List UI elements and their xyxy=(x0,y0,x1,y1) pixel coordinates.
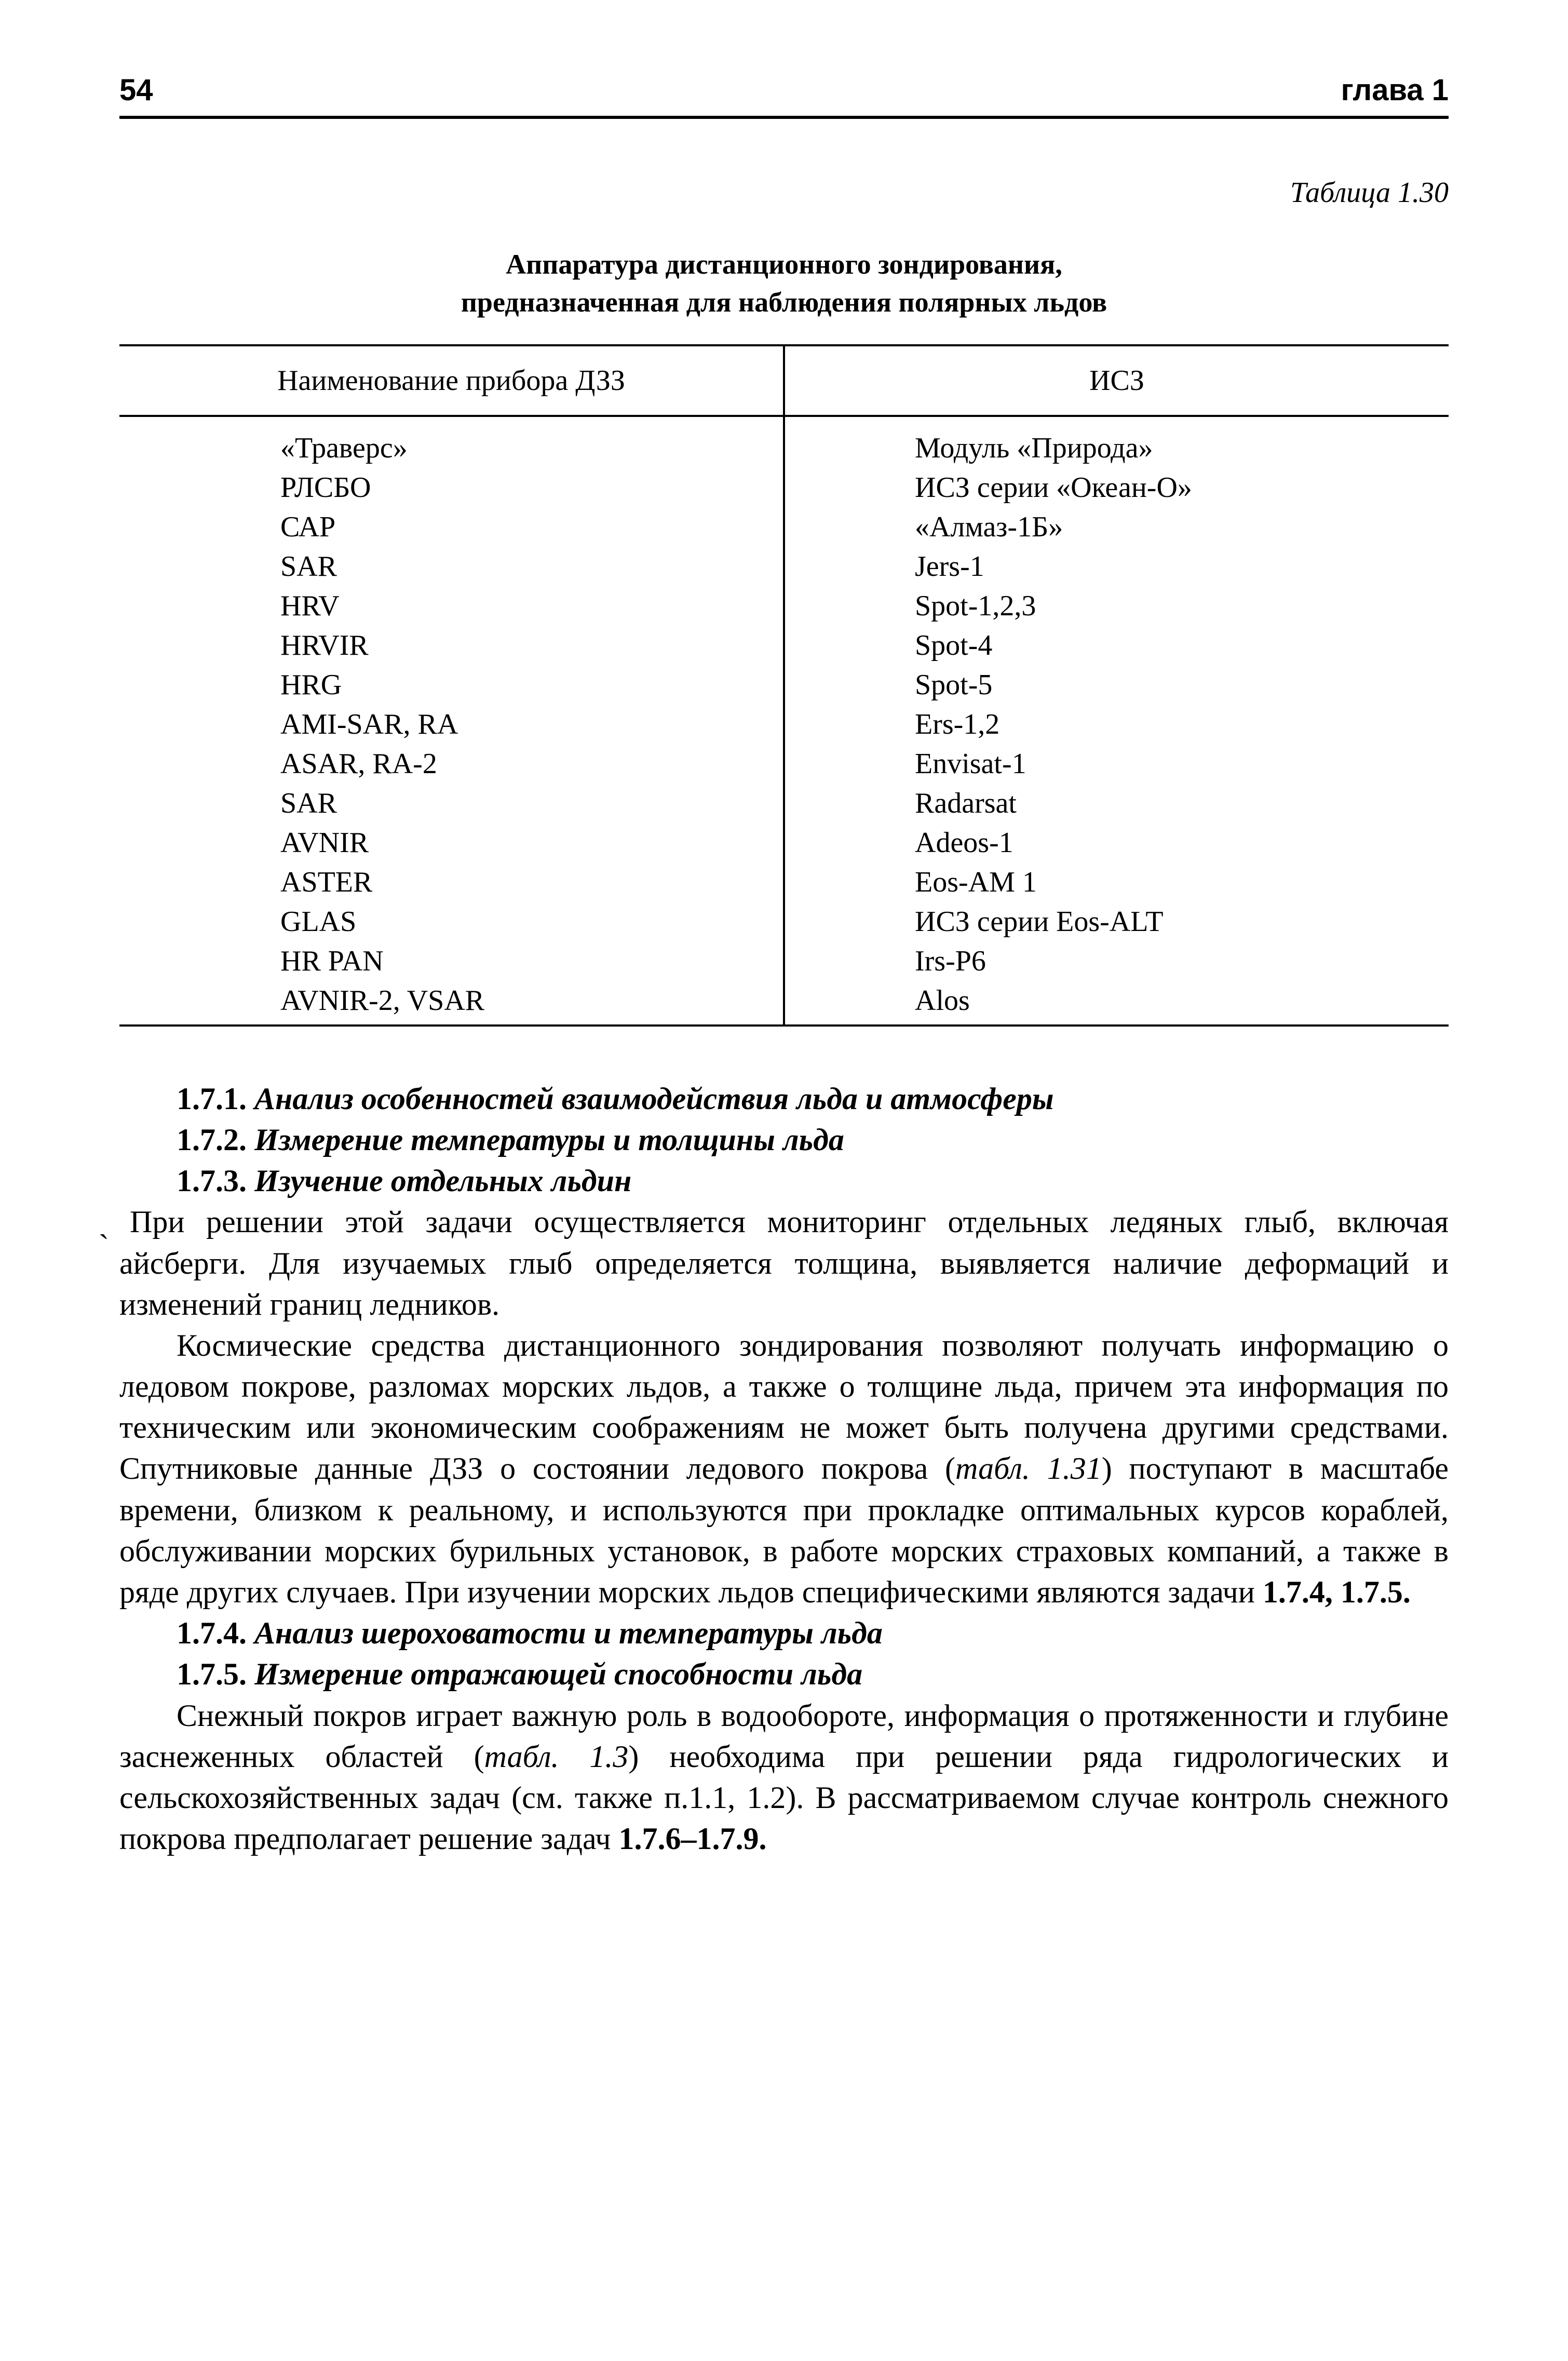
table-row: AVNIR-2, VSAR Alos xyxy=(119,981,1449,1026)
table-header-col1: Наименование прибора ДЗЗ xyxy=(119,345,784,416)
header-rule xyxy=(119,116,1449,119)
chapter-label: глава 1 xyxy=(1341,73,1449,107)
section-title: Изучение отдельных льдин xyxy=(254,1164,631,1198)
page-number: 54 xyxy=(119,73,153,107)
table-cell: HRG xyxy=(119,665,784,705)
section-heading-1-7-1: 1.7.1. Анализ особенностей взаимодействи… xyxy=(119,1078,1449,1119)
table-row: AVNIR Adeos-1 xyxy=(119,823,1449,862)
table-row: «Траверс» Модуль «Природа» xyxy=(119,416,1449,468)
section-title: Анализ шероховатости и температуры льда xyxy=(254,1616,883,1650)
instruments-table: Наименование прибора ДЗЗ ИСЗ «Траверс» М… xyxy=(119,344,1449,1027)
paragraph: Снежный покров играет важную роль в водо… xyxy=(119,1695,1449,1860)
table-cell: Adeos-1 xyxy=(784,823,1449,862)
task-reference: 1.7.6–1.7.9. xyxy=(618,1822,766,1856)
table-cell: Alos xyxy=(784,981,1449,1026)
table-cell: Spot-5 xyxy=(784,665,1449,705)
table-cell: HRVIR xyxy=(119,626,784,665)
table-header-col2: ИСЗ xyxy=(784,345,1449,416)
table-cell: ИСЗ серии Eos-ALT xyxy=(784,902,1449,941)
table-row: SAR Jers-1 xyxy=(119,547,1449,586)
table-cell: Jers-1 xyxy=(784,547,1449,586)
table-cell: HR PAN xyxy=(119,941,784,981)
table-title-line1: Аппаратура дистанционного зондирования, xyxy=(506,249,1062,280)
table-title-line2: предназначенная для наблюдения полярных … xyxy=(461,287,1107,318)
margin-mark: ˎ xyxy=(99,1205,109,1239)
table-cell: Spot-1,2,3 xyxy=(784,586,1449,626)
task-reference: 1.7.4, 1.7.5. xyxy=(1263,1575,1411,1609)
table-cell: САР xyxy=(119,507,784,547)
section-heading-1-7-5: 1.7.5. Измерение отражающей способности … xyxy=(119,1654,1449,1695)
section-title: Измерение температуры и толщины льда xyxy=(254,1123,844,1157)
body-text: 1.7.1. Анализ особенностей взаимодействи… xyxy=(119,1078,1449,1860)
section-number: 1.7.5. xyxy=(177,1657,247,1691)
paragraph: ˎПри решении этой задачи осуществляется … xyxy=(119,1202,1449,1325)
table-row: ASTER Eos-AM 1 xyxy=(119,862,1449,902)
table-cell: Radarsat xyxy=(784,784,1449,823)
table-row: САР «Алмаз-1Б» xyxy=(119,507,1449,547)
table-row: ASAR, RA-2 Envisat-1 xyxy=(119,744,1449,784)
table-cell: Модуль «Природа» xyxy=(784,416,1449,468)
table-cell: «Алмаз-1Б» xyxy=(784,507,1449,547)
table-cell: Ers-1,2 xyxy=(784,705,1449,744)
table-row: HRG Spot-5 xyxy=(119,665,1449,705)
table-row: SAR Radarsat xyxy=(119,784,1449,823)
table-cell: GLAS xyxy=(119,902,784,941)
table-cell: AVNIR-2, VSAR xyxy=(119,981,784,1026)
table-row: РЛСБО ИСЗ серии «Океан-О» xyxy=(119,468,1449,507)
table-cell: Envisat-1 xyxy=(784,744,1449,784)
table-reference: табл. 1.31 xyxy=(955,1451,1102,1486)
table-label: Таблица 1.30 xyxy=(119,176,1449,209)
table-cell: ASTER xyxy=(119,862,784,902)
section-heading-1-7-2: 1.7.2. Измерение температуры и толщины л… xyxy=(119,1119,1449,1161)
section-title: Анализ особенностей взаимодействия льда … xyxy=(254,1082,1053,1116)
table-row: HRV Spot-1,2,3 xyxy=(119,586,1449,626)
paragraph: Космические средства дистанционного зонд… xyxy=(119,1325,1449,1613)
running-header: 54 глава 1 xyxy=(119,73,1449,116)
section-number: 1.7.4. xyxy=(177,1616,247,1650)
table-row: HR PAN Irs-P6 xyxy=(119,941,1449,981)
section-number: 1.7.1. xyxy=(177,1082,247,1116)
table-cell: AMI-SAR, RA xyxy=(119,705,784,744)
table-row: GLAS ИСЗ серии Eos-ALT xyxy=(119,902,1449,941)
paragraph-text: При решении этой задачи осуществляется м… xyxy=(119,1205,1449,1321)
table-title: Аппаратура дистанционного зондирования, … xyxy=(119,246,1449,321)
table-cell: Eos-AM 1 xyxy=(784,862,1449,902)
section-heading-1-7-4: 1.7.4. Анализ шероховатости и температур… xyxy=(119,1613,1449,1654)
table-cell: РЛСБО xyxy=(119,468,784,507)
table-cell: AVNIR xyxy=(119,823,784,862)
table-cell: HRV xyxy=(119,586,784,626)
table-cell: Spot-4 xyxy=(784,626,1449,665)
page: 54 глава 1 Таблица 1.30 Аппаратура диста… xyxy=(0,0,1568,2361)
table-cell: «Траверс» xyxy=(119,416,784,468)
section-number: 1.7.2. xyxy=(177,1123,247,1157)
table-row: AMI-SAR, RA Ers-1,2 xyxy=(119,705,1449,744)
table-cell: Irs-P6 xyxy=(784,941,1449,981)
section-number: 1.7.3. xyxy=(177,1164,247,1198)
table-cell: SAR xyxy=(119,547,784,586)
section-title: Измерение отражающей способности льда xyxy=(254,1657,862,1691)
section-heading-1-7-3: 1.7.3. Изучение отдельных льдин xyxy=(119,1161,1449,1202)
table-cell: SAR xyxy=(119,784,784,823)
table-cell: ИСЗ серии «Океан-О» xyxy=(784,468,1449,507)
table-cell: ASAR, RA-2 xyxy=(119,744,784,784)
table-header-row: Наименование прибора ДЗЗ ИСЗ xyxy=(119,345,1449,416)
table-reference: табл. 1.3 xyxy=(484,1739,629,1774)
table-row: HRVIR Spot-4 xyxy=(119,626,1449,665)
